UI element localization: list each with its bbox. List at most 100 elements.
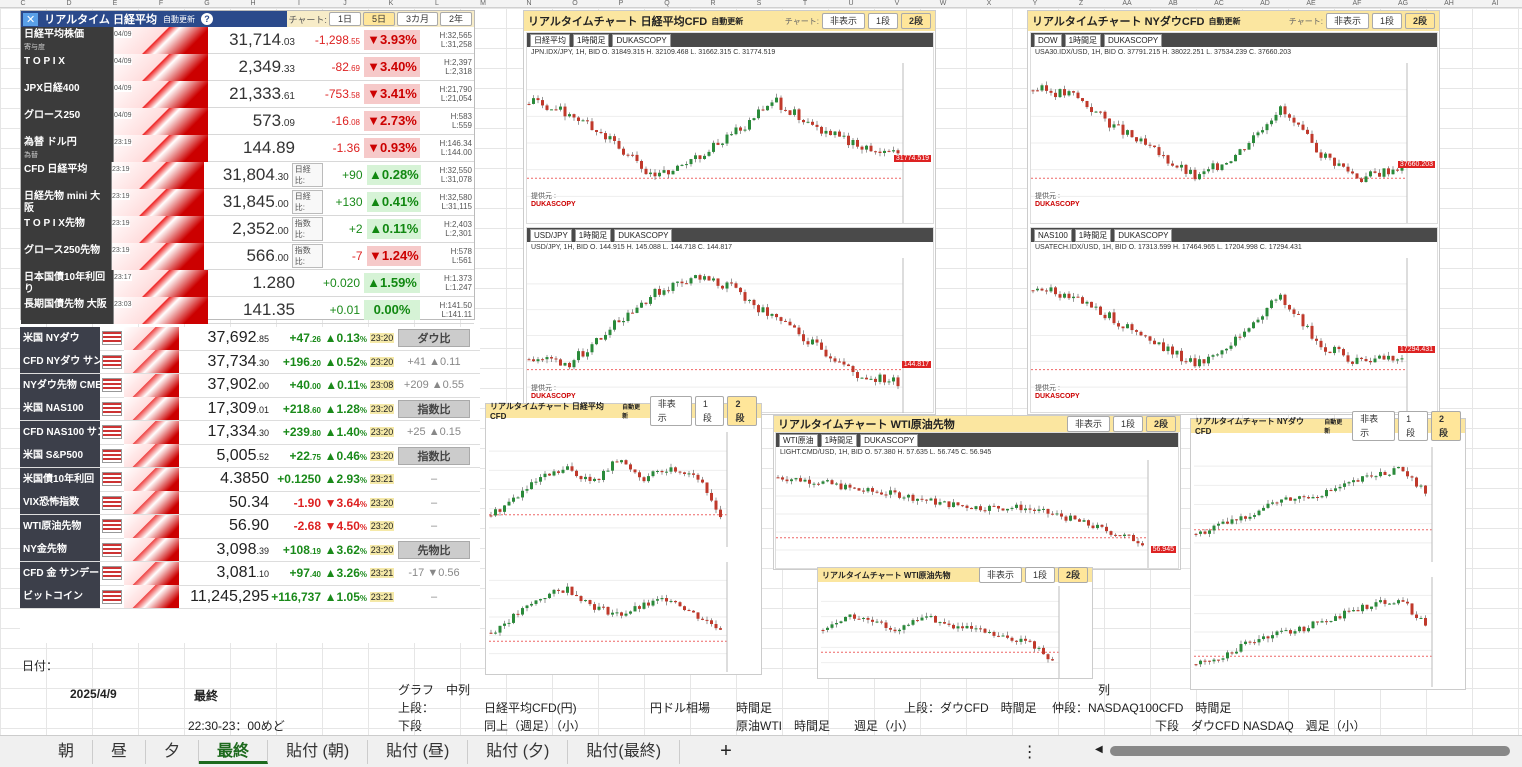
us-quote-name[interactable]: CFD 金 サンデーゴールド	[20, 561, 100, 585]
column-letter[interactable]: AE	[1306, 0, 1316, 7]
mini-chart[interactable]	[124, 561, 179, 585]
candlestick-chart[interactable]	[821, 586, 1091, 678]
horizontal-scrollbar[interactable]: ◀	[1095, 743, 1522, 759]
symbol-select[interactable]: 日経平均	[530, 33, 570, 47]
column-letter[interactable]: V	[894, 0, 900, 7]
source-select[interactable]: DUKASCOPY	[614, 228, 673, 242]
quote-name[interactable]: グロース250	[21, 107, 113, 135]
column-letter[interactable]: O	[572, 0, 578, 7]
column-letter[interactable]: F	[158, 0, 164, 7]
candlestick-chart[interactable]	[527, 63, 935, 223]
column-letter[interactable]: T	[802, 0, 808, 7]
hide-button[interactable]: 非表示	[978, 567, 1022, 583]
column-letter[interactable]: C	[20, 0, 26, 7]
quote-name[interactable]: 日経先物 mini 大阪日経先物	[21, 188, 111, 216]
mini-chart[interactable]: 04/09	[113, 53, 208, 81]
mini-chart[interactable]: 04/09	[113, 107, 208, 135]
sheet-tab[interactable]: 貼付(最終)	[568, 739, 681, 764]
symbol-select[interactable]: NAS100	[1034, 228, 1072, 242]
us-quote-name[interactable]: 米国 S&P500	[20, 444, 100, 468]
symbol-select[interactable]: WTI原油	[779, 433, 818, 447]
nas100-hourly-chart[interactable]: NAS100 1時間足 DUKASCOPY USATECH.IDX/USD, 1H,…	[1030, 227, 1438, 413]
nikkei-cfd-hourly-chart[interactable]: 日経平均 1時間足 DUKASCOPY JPN.IDX/JPY, 1H, BID O…	[526, 32, 934, 224]
column-letter[interactable]: Q	[664, 0, 670, 7]
column-letter[interactable]: AC	[1214, 0, 1224, 7]
compare-button[interactable]: 指数比	[398, 399, 470, 418]
column-letter[interactable]: D	[66, 0, 72, 7]
column-letter[interactable]: N	[526, 0, 532, 7]
mini-chart[interactable]	[124, 585, 179, 609]
candlestick-chart[interactable]	[1031, 63, 1439, 223]
hide-button[interactable]: 非表示	[1352, 411, 1396, 441]
candlestick-chart[interactable]	[489, 562, 759, 672]
time-note-cell[interactable]: 22:30-23：00めど	[188, 719, 285, 733]
candlestick-chart[interactable]	[489, 432, 759, 547]
column-letter[interactable]: R	[710, 0, 716, 7]
dow-hourly-chart[interactable]: DOW 1時間足 DUKASCOPY USA30.IDX/USD, 1H, BID …	[1030, 32, 1438, 224]
column-letter[interactable]: AF	[1352, 0, 1362, 7]
mini-chart[interactable]: 23:03	[113, 296, 208, 324]
quote-name[interactable]: 日本国債10年利回り国債 債券	[21, 269, 113, 297]
mini-chart[interactable]	[124, 373, 179, 397]
source-select[interactable]: DUKASCOPY	[1114, 228, 1173, 242]
column-letter[interactable]: E	[112, 0, 118, 7]
sheet-tab[interactable]: 貼付 (夕)	[468, 739, 569, 764]
mini-chart[interactable]	[124, 491, 179, 515]
lower-label-cell[interactable]: 下段	[398, 719, 423, 733]
two-tier-button[interactable]: 2段	[1145, 416, 1176, 432]
lower-value-cell[interactable]: 同上（週足）（小）	[484, 719, 587, 733]
column-letter[interactable]: W	[939, 0, 947, 7]
source-select[interactable]: DUKASCOPY	[860, 433, 919, 447]
one-tier-button[interactable]: 1段	[1024, 567, 1055, 583]
scroll-thumb[interactable]	[1110, 746, 1510, 756]
date-label[interactable]: 日付：	[22, 659, 59, 673]
us-quote-name[interactable]: NY金先物	[20, 538, 100, 562]
one-tier-button[interactable]: 1段	[1112, 416, 1143, 432]
timeframe-select[interactable]: 1時間足	[573, 33, 610, 47]
scroll-left-icon[interactable]: ◀	[1095, 744, 1103, 755]
source-select[interactable]: DUKASCOPY	[1104, 33, 1163, 47]
us-quote-name[interactable]: VIX恐怖指数	[20, 491, 100, 515]
wti-cell[interactable]: 原油WTI 時間足 週足（小）	[736, 719, 914, 733]
period-button-5d[interactable]: 5日	[362, 12, 395, 26]
mini-chart[interactable]	[124, 420, 179, 444]
quote-name[interactable]: 長期国債先物 大阪	[21, 296, 113, 324]
column-letter[interactable]: Z	[1078, 0, 1084, 7]
us-quote-name[interactable]: NYダウ先物 CME	[20, 373, 100, 397]
mini-chart[interactable]	[124, 467, 179, 491]
candlestick-chart[interactable]	[1194, 447, 1464, 562]
period-button-3m[interactable]: 3カ月	[396, 12, 438, 26]
upper-value-cell[interactable]: 日経平均CFD(円)	[484, 701, 577, 715]
column-letter[interactable]: X	[986, 0, 992, 7]
column-letter[interactable]: J	[343, 0, 347, 7]
mini-chart[interactable]: 23:19	[110, 188, 204, 216]
sheet-tab[interactable]: 昼	[93, 739, 147, 764]
symbol-select[interactable]: USD/JPY	[530, 228, 572, 242]
candlestick-chart[interactable]	[776, 460, 1180, 568]
mini-chart[interactable]	[124, 350, 179, 374]
sheet-tab[interactable]: 夕	[146, 739, 200, 764]
mini-chart[interactable]	[124, 444, 179, 468]
help-icon[interactable]: ?	[200, 13, 213, 25]
us-quote-name[interactable]: CFD NAS100 サンデー	[20, 420, 100, 444]
period-button-1d[interactable]: 1日	[328, 12, 361, 26]
right-col-cell[interactable]: 列	[1098, 683, 1111, 697]
candlestick-chart[interactable]	[1031, 258, 1439, 413]
mini-chart[interactable]: 04/09	[113, 80, 208, 108]
column-letter[interactable]: M	[480, 0, 486, 7]
one-tier-button[interactable]: 1段	[1371, 13, 1402, 29]
final-cell[interactable]: 最終	[194, 689, 219, 703]
us-quote-name[interactable]: 米国債10年利回	[20, 467, 100, 491]
fx-cell[interactable]: 円ドル相場	[650, 701, 711, 715]
mini-chart[interactable]: 23:17	[113, 269, 208, 297]
column-letter[interactable]: AD	[1260, 0, 1270, 7]
two-tier-button[interactable]: 2段	[727, 396, 757, 426]
compare-button[interactable]: ダウ比	[398, 329, 470, 348]
compare-button[interactable]: 指数比	[398, 446, 470, 465]
right-upper-cell[interactable]: 上段：ダウCFD 時間足 仲段：NASDAQ100CFD 時間足	[904, 701, 1232, 715]
mini-chart[interactable]	[124, 538, 179, 562]
mini-chart[interactable]: 23:19	[110, 161, 204, 189]
timeframe-select[interactable]: 1時間足	[1064, 33, 1102, 47]
timeframe-select[interactable]: 1時間足	[1074, 228, 1112, 242]
column-letter[interactable]: AI	[1491, 0, 1499, 7]
